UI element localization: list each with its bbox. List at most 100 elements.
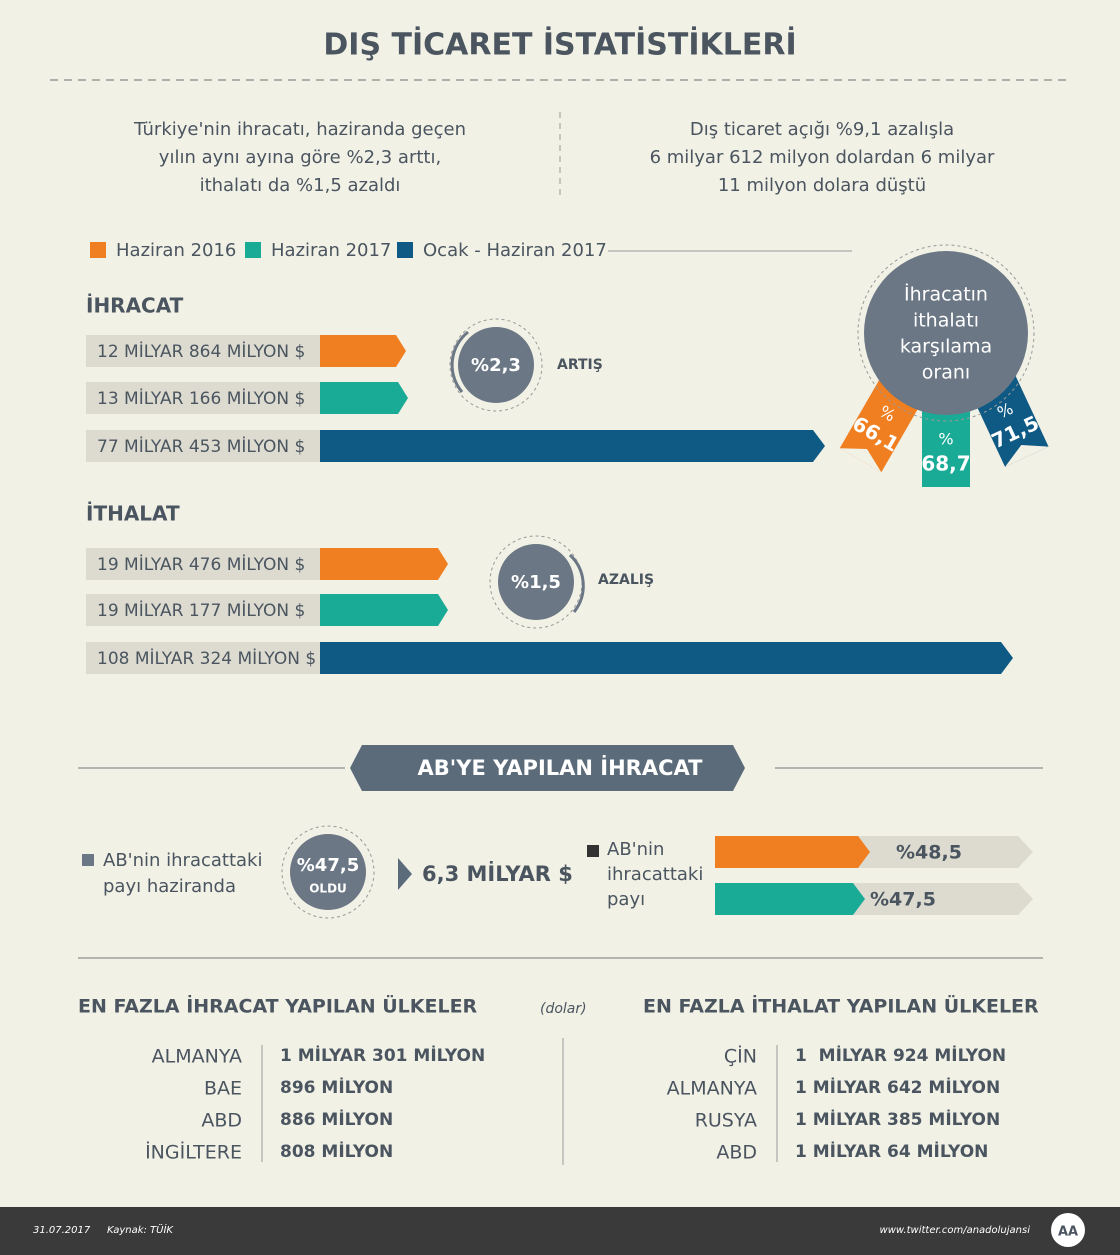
country: ALMANYA [667,1078,757,1100]
shape [320,382,408,414]
country: İNGİLTERE [145,1141,242,1164]
label: ihracattaki [607,864,703,885]
label: 13 MİLYAR 166 MİLYON $ [97,388,305,409]
label: İhracatın [904,283,988,306]
label: 68,7 [921,452,970,476]
label: %1,5 [511,572,561,593]
label: yılın aynı ayına göre %2,3 arttı, [159,147,441,168]
label: EN FAZLA İTHALAT YAPILAN ÜLKELER [643,994,1039,1018]
shape [458,327,534,403]
shape [450,330,469,393]
label: %2,3 [471,355,521,376]
label: İTHALAT [86,502,180,526]
label: EN FAZLA İHRACAT YAPILAN ÜLKELER [78,994,478,1018]
shape [839,448,882,473]
label: İHRACAT [86,294,184,318]
label: 11 milyon dolara düştü [718,175,926,196]
amount: 1 MİLYAR 64 MİLYON [795,1140,988,1162]
shape [715,883,865,915]
amount: 1 MİLYAR 385 MİLYON [795,1108,1000,1130]
country: ALMANYA [152,1046,242,1068]
label: 12 MİLYAR 864 MİLYON $ [97,341,305,362]
shape [568,553,585,613]
label: OLDU [309,882,347,896]
legend-label: Ocak - Haziran 2017 [423,240,607,261]
country: ÇİN [724,1045,757,1068]
label: %48,5 [896,842,962,864]
shape [86,430,320,462]
shape: ALMANYA 1 MİLYAR 301 MİLYON BAE 896 MİLYON A… [145,1044,1006,1164]
label: %47,5 [297,855,359,876]
shape [290,834,366,910]
amount: 886 MİLYON [280,1108,393,1130]
label: payı haziranda [103,876,236,897]
shape [86,642,320,674]
label: 6 milyar 612 milyon dolardan 6 milyar [650,147,995,168]
shape [498,544,574,620]
shape [449,318,543,412]
country: BAE [204,1078,242,1100]
shape [86,382,320,414]
label: AB'nin [607,839,664,860]
amount: 1 MİLYAR 924 MİLYON [795,1044,1006,1066]
label: ithalatı da %1,5 azaldı [200,175,401,196]
label: 19 MİLYAR 177 MİLYON $ [97,600,305,621]
shape [245,242,261,258]
shape [320,642,1013,674]
label: 6,3 MİLYAR $ [422,861,573,886]
shape [397,242,413,258]
label: AB'YE YAPILAN İHRACAT [418,755,704,780]
label: 77 MİLYAR 453 MİLYON $ [97,436,305,457]
shape [587,845,599,857]
shape [715,836,870,868]
shape [839,379,922,473]
shape [1005,444,1049,467]
shape [864,251,1028,415]
label: Kaynak: TÜİK [107,1223,174,1236]
shape [82,854,94,866]
shape [86,335,320,367]
amount: 808 MİLYON [280,1140,393,1162]
shape [86,548,320,580]
shape [1051,1213,1085,1247]
shape: AA [1058,1225,1078,1240]
shape [90,242,106,258]
legend-label: Haziran 2017 [271,240,391,261]
label: ithalatı [913,310,979,332]
label: www.twitter.com/anadolujansi [880,1225,1031,1236]
country: RUSYA [695,1110,757,1132]
label: AZALIŞ [598,572,654,588]
label: (dolar) [540,1001,587,1017]
country: ABD [716,1142,757,1164]
label: ARTIŞ [557,357,603,373]
shape [398,858,412,890]
amount: 1 MİLYAR 301 MİLYON [280,1044,485,1066]
amount: 896 MİLYON [280,1076,393,1098]
shape [320,548,448,580]
amount: 1 MİLYAR 642 MİLYON [795,1076,1000,1098]
label: AB'nin ihracattaki [103,850,263,871]
label: karşılama [900,336,992,358]
label: payı [607,889,645,910]
legend-label: Haziran 2016 [116,240,236,261]
shape [320,430,825,462]
label: oranı [922,362,970,384]
label: Dış ticaret açığı %9,1 azalışla [690,119,954,140]
country: ABD [201,1110,242,1132]
shape [0,1207,1120,1255]
label: % [994,399,1016,423]
shape [320,335,406,367]
shape [320,594,448,626]
label: 31.07.2017 [33,1225,91,1236]
title: DIŞ TİCARET İSTATİSTİKLERİ [323,27,796,63]
shape [281,825,375,919]
label: %47,5 [870,889,936,911]
label: 108 MİLYAR 324 MİLYON $ [97,648,316,669]
label: % [938,430,953,449]
label: 19 MİLYAR 476 MİLYON $ [97,554,305,575]
shape [350,745,745,791]
label: Türkiye'nin ihracatı, haziranda geçen [133,119,466,140]
shape [86,594,320,626]
